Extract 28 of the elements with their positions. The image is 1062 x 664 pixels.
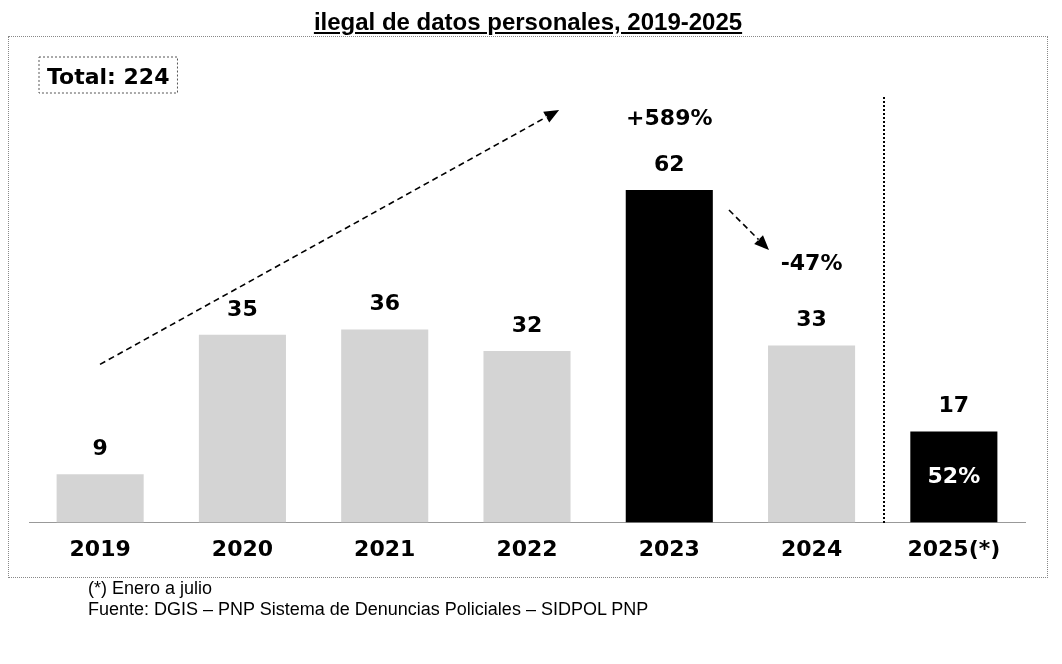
data-label: 35 [227,295,258,321]
bar [56,474,144,523]
x-tick-label: 2020 [211,535,274,561]
x-tick-label: 2019 [69,535,131,561]
bar [341,329,429,523]
bar [625,189,713,523]
x-tick-label: 2022 [496,535,558,561]
text: (*) Enero a julio [88,578,214,599]
data-label: 36 [369,290,401,316]
x-tick-label: 2023 [638,535,700,561]
data-label: 33 [796,306,827,332]
data-label: 62 [653,150,685,176]
annotation: -47% [780,250,843,276]
x-tick-label: 2024 [780,535,843,561]
annotation: 52% [927,462,981,488]
data-label: 9 [92,435,108,461]
text: +589% [626,104,713,130]
bar [910,431,998,523]
x-tick-label: 2025(*) [907,535,1001,561]
x-tick-label: 2021 [354,535,416,561]
bar [198,334,286,523]
data-label: 32 [511,311,543,337]
bar [483,350,571,523]
bar [768,345,856,523]
source-note: Fuente: DGIS – PNP Sistema de Denuncias Policiales – SIDPOL PNP [88,599,650,620]
data-label: 17 [938,392,970,418]
text: Total: 224 [47,63,170,89]
chart-title: ilegal de datos personales, 2019-2025 [312,8,744,36]
